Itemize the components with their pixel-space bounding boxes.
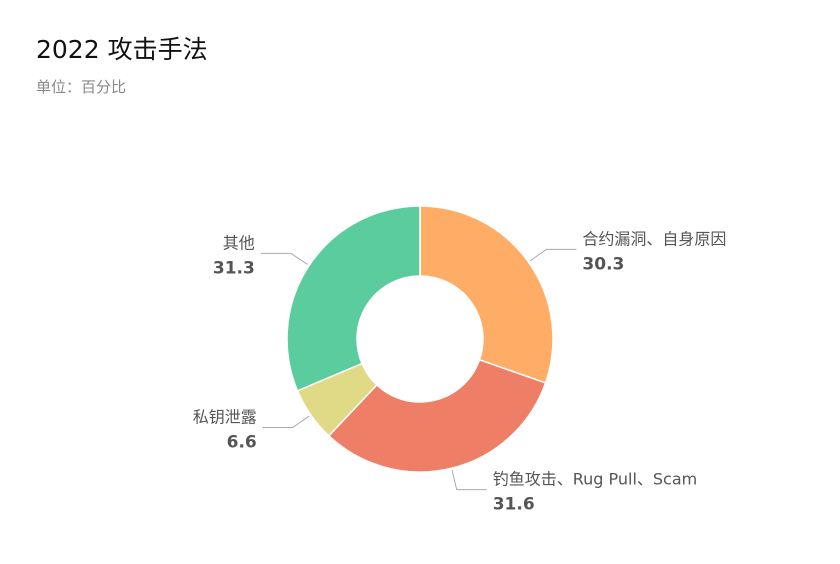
slice-label: 钓鱼攻击、Rug Pull、Scam — [493, 470, 698, 489]
leader-line — [529, 248, 577, 262]
leader-line — [262, 415, 310, 428]
slice-value: 6.6 — [227, 432, 257, 452]
slice-value: 31.6 — [493, 495, 535, 515]
leader-line — [260, 252, 308, 265]
slice-value: 31.3 — [213, 258, 255, 278]
donut-slice[interactable] — [419, 205, 554, 384]
slice-label: 合约漏洞、自身原因 — [582, 229, 726, 248]
chart-title: 2022 攻击手法 — [36, 35, 208, 64]
donut-slice[interactable] — [327, 358, 547, 473]
donut-slice[interactable] — [286, 205, 421, 392]
slice-value: 30.3 — [582, 254, 624, 274]
leader-line — [451, 470, 487, 491]
slice-label: 其他 — [223, 233, 255, 252]
slice-label: 私钥泄露 — [193, 407, 257, 426]
chart-subtitle: 单位：百分比 — [36, 78, 127, 96]
